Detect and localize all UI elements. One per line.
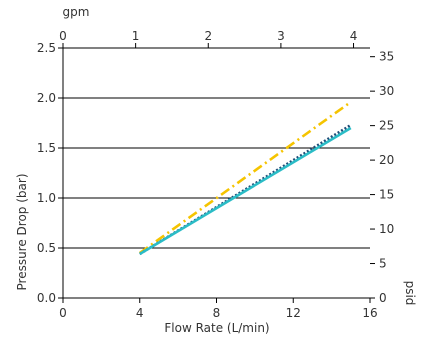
right-tick-label: 5 xyxy=(379,257,387,271)
y-tick-label: 2.5 xyxy=(37,41,56,55)
series-group xyxy=(138,100,352,256)
right-tick-label: 15 xyxy=(379,188,394,202)
y-tick-label: 2.0 xyxy=(37,91,56,105)
series-line-solid xyxy=(139,126,352,256)
y-tick-label: 1.0 xyxy=(37,191,56,205)
right-tick-label: 0 xyxy=(379,291,387,305)
y-tick-label: 1.5 xyxy=(37,141,56,155)
x-tick-label: 0 xyxy=(59,306,67,320)
right-tick-label: 30 xyxy=(379,84,394,98)
right-axis-title: psid xyxy=(403,281,417,306)
y-axis-title: Pressure Drop (bar) xyxy=(15,173,29,290)
top-tick-label: 4 xyxy=(350,29,358,43)
x-tick-label: 8 xyxy=(213,306,221,320)
tick-labels: 0 4 8 12 160.00.51.01.52.02.50 1 2 3 40510152025… xyxy=(37,29,394,320)
x-tick-label: 4 xyxy=(136,306,144,320)
right-tick-label: 35 xyxy=(379,50,394,64)
top-tick-label: 0 xyxy=(59,29,67,43)
top-tick-label: 2 xyxy=(204,29,212,43)
y-tick-label: 0.0 xyxy=(37,291,56,305)
right-tick-label: 10 xyxy=(379,222,394,236)
axes xyxy=(58,43,375,303)
right-tick-label: 20 xyxy=(379,153,394,167)
top-tick-label: 3 xyxy=(277,29,285,43)
top-axis-title: gpm xyxy=(63,5,90,19)
x-tick-label: 12 xyxy=(286,306,301,320)
gridlines xyxy=(63,47,370,249)
right-tick-label: 25 xyxy=(379,119,394,133)
x-axis-title: Flow Rate (L/min) xyxy=(164,321,269,335)
series-line-dash-dot xyxy=(138,100,352,255)
top-tick-label: 1 xyxy=(132,29,140,43)
y-tick-label: 0.5 xyxy=(37,241,56,255)
x-tick-label: 16 xyxy=(362,306,377,320)
